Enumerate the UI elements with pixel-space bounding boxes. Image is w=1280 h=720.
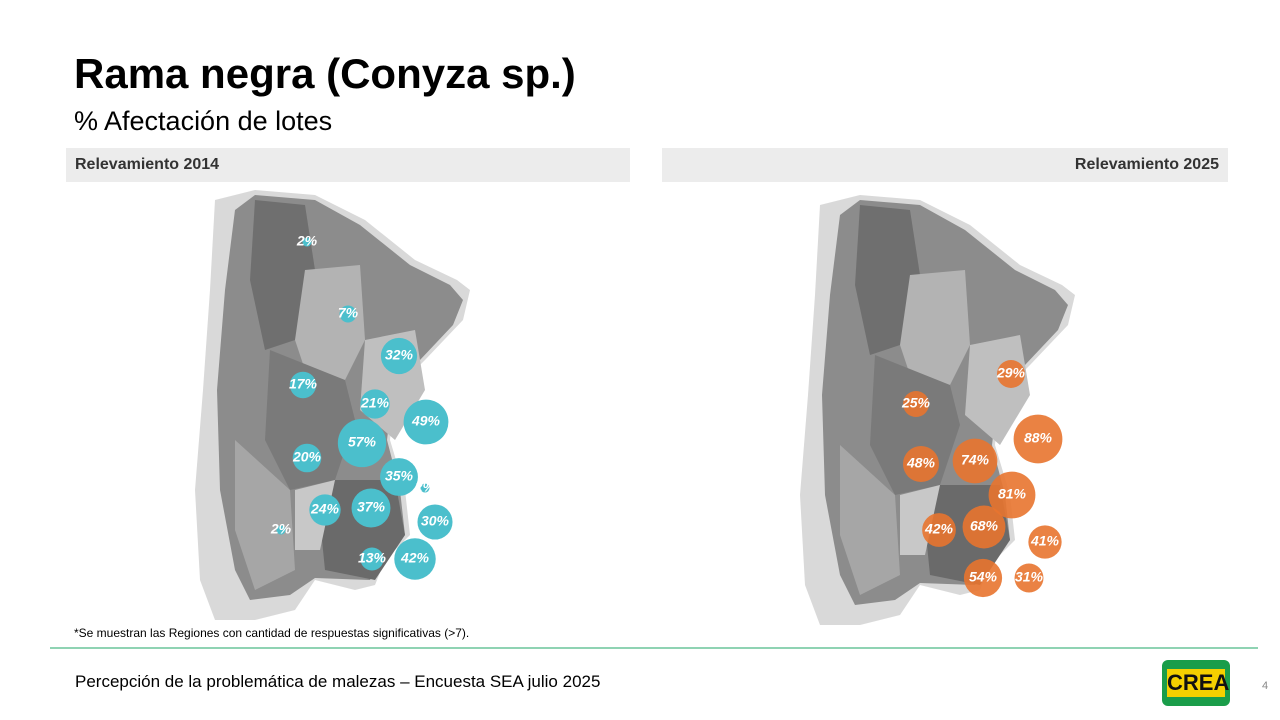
bubble <box>1028 525 1062 559</box>
bubble-label: 2% <box>296 233 318 249</box>
bubble <box>420 483 430 493</box>
bubble <box>302 237 312 247</box>
bubble-label: 7% <box>338 305 359 321</box>
bubble-label: 2% <box>414 479 436 495</box>
footer-text: Percepción de la problemática de malezas… <box>75 672 601 691</box>
bubble-label: 13% <box>358 550 387 566</box>
bubble-label: 42% <box>400 550 430 566</box>
footnote: *Se muestran las Regiones con cantidad d… <box>74 626 470 640</box>
bubble <box>337 418 387 468</box>
bubble-label: 37% <box>357 499 386 515</box>
bubble-label: 41% <box>1030 533 1060 549</box>
bubble-label: 54% <box>969 569 998 585</box>
subtitle: % Afectación de lotes <box>74 106 333 136</box>
bubble <box>922 513 956 547</box>
bubble-label: 48% <box>906 455 936 471</box>
bubble-label: 88% <box>1024 430 1053 446</box>
bubble <box>962 505 1006 549</box>
bubble <box>380 458 418 496</box>
bubble-label: 29% <box>996 365 1026 381</box>
bubble-label: 68% <box>970 518 999 534</box>
bubble-label: 49% <box>411 413 441 429</box>
bubble <box>903 391 929 417</box>
bubble-label: 81% <box>998 486 1027 502</box>
bubble <box>988 471 1036 519</box>
bubble <box>289 371 317 399</box>
logo-text: CREA <box>1167 669 1230 697</box>
bubble <box>963 558 1003 598</box>
bubble <box>1014 563 1044 593</box>
bubble <box>952 438 998 484</box>
bubble-label: 17% <box>289 376 318 392</box>
bubble <box>417 504 453 540</box>
bubble <box>403 399 449 445</box>
bubble <box>394 538 436 580</box>
page-number: 4 <box>1262 680 1269 692</box>
bubble-label: 2% <box>270 521 292 537</box>
bubble <box>309 494 341 526</box>
bubble-label: 74% <box>961 452 990 468</box>
bubble-label: 42% <box>924 521 954 537</box>
panel-heading: Relevamiento 2025 <box>662 148 1228 182</box>
bubble <box>380 337 418 375</box>
title: Rama negra (Conyza sp.) <box>74 50 576 97</box>
bubble <box>339 305 357 323</box>
bubble-label: 21% <box>360 395 390 411</box>
bubble-label: 57% <box>348 434 377 450</box>
bubble <box>1013 414 1063 464</box>
bubble <box>276 525 286 535</box>
bubble <box>360 389 390 419</box>
bubble <box>351 488 391 528</box>
bubble <box>996 359 1026 389</box>
bubble-label: 30% <box>421 513 450 529</box>
bubble-label: 35% <box>385 468 414 484</box>
bubble-label: 24% <box>310 501 340 517</box>
bubble <box>292 443 322 473</box>
map-2025 <box>800 195 1075 625</box>
bubble-label: 20% <box>292 449 322 465</box>
bubble-label: 32% <box>385 347 414 363</box>
bubble <box>902 445 940 483</box>
bubble-label: 25% <box>901 395 931 411</box>
bubble-label: 31% <box>1015 569 1044 585</box>
logo: CREA <box>1162 660 1230 706</box>
panel-heading: Relevamiento 2014 <box>66 148 630 182</box>
bubble <box>360 547 384 571</box>
divider <box>50 647 1258 649</box>
